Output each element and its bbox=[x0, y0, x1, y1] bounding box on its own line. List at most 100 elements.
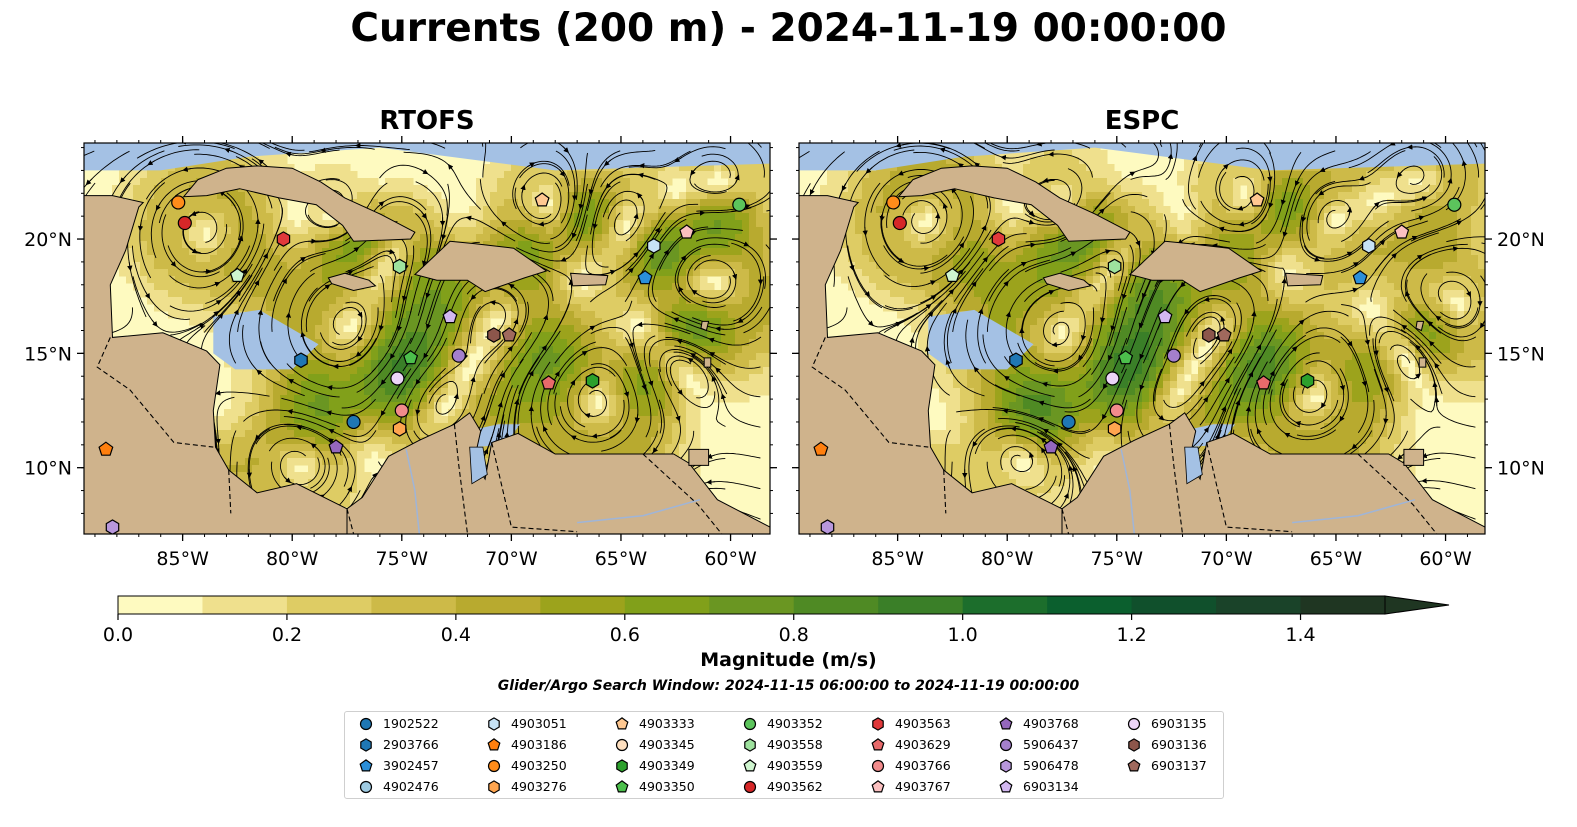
float-marker-4903352[interactable] bbox=[1447, 197, 1462, 212]
streamline-arrow bbox=[1167, 153, 1174, 163]
float-marker-3902457[interactable] bbox=[1352, 270, 1368, 285]
float-marker-6903136[interactable] bbox=[1202, 327, 1216, 343]
streamline-arrow bbox=[1005, 311, 1011, 321]
streamline-arrow bbox=[787, 257, 792, 261]
float-marker-6903134[interactable] bbox=[442, 308, 458, 324]
float-marker-4903350[interactable] bbox=[403, 350, 419, 365]
float-marker-4903559[interactable] bbox=[944, 267, 960, 282]
float-marker-4903559[interactable] bbox=[229, 267, 245, 282]
float-marker-4903051[interactable] bbox=[647, 238, 661, 254]
legend-marker-4903276[interactable] bbox=[488, 780, 500, 794]
legend-marker-4903352[interactable] bbox=[743, 717, 757, 731]
float-marker-4903767[interactable] bbox=[679, 224, 695, 239]
legend-marker-4903558[interactable] bbox=[744, 738, 756, 752]
streamline-arrow bbox=[489, 300, 499, 306]
float-marker-4903333[interactable] bbox=[534, 192, 550, 207]
legend-marker-4903250[interactable] bbox=[487, 759, 501, 773]
float-marker-4903276[interactable] bbox=[1107, 421, 1122, 437]
float-marker-4903563[interactable] bbox=[276, 231, 291, 247]
legend-marker-6903136[interactable] bbox=[1128, 738, 1140, 752]
map-panel-rtofs[interactable]: 85°W 80°W 75°W 70°W 65°W 60°W 10°N 15°N 20°N bbox=[0, 108, 815, 582]
float-marker-4903768[interactable] bbox=[328, 439, 344, 454]
float-marker-1902522[interactable] bbox=[346, 414, 361, 430]
legend-marker-4903559[interactable] bbox=[743, 759, 757, 772]
legend-marker-4903766[interactable] bbox=[871, 759, 885, 773]
float-marker-5906478[interactable] bbox=[820, 519, 835, 534]
streamline-arrow bbox=[1027, 209, 1035, 217]
float-marker-4903349[interactable] bbox=[585, 373, 600, 389]
colorbar-tick-label: 1.2 bbox=[1116, 624, 1146, 646]
streamline-arrow bbox=[849, 262, 855, 271]
legend-marker-1902522[interactable] bbox=[359, 717, 373, 731]
float-marker-4903767[interactable] bbox=[1394, 224, 1410, 239]
float-marker-5906478[interactable] bbox=[105, 519, 120, 534]
streamline-arrow bbox=[50, 406, 55, 409]
country-border bbox=[1168, 424, 1184, 534]
float-marker-4903629[interactable] bbox=[541, 375, 557, 390]
legend-marker-4903350[interactable] bbox=[615, 780, 629, 793]
float-marker-4903350[interactable] bbox=[1118, 350, 1134, 365]
float-marker-6903137[interactable] bbox=[501, 327, 517, 342]
float-marker-4903629[interactable] bbox=[1256, 375, 1272, 390]
streamline-arrow bbox=[736, 136, 742, 139]
lat-tick-label: 10°N bbox=[24, 458, 72, 480]
map-panel-espc[interactable]: 85°W 80°W 75°W 70°W 65°W 60°W 10°N 15°N 20°N bbox=[713, 82, 1545, 591]
float-marker-5906437[interactable] bbox=[451, 348, 466, 363]
streamline-arrow bbox=[603, 159, 611, 166]
float-marker-4903562[interactable] bbox=[177, 215, 192, 231]
float-marker-6903135[interactable] bbox=[390, 371, 405, 386]
float-marker-6903134[interactable] bbox=[1157, 308, 1173, 324]
legend-marker-4903345[interactable] bbox=[615, 738, 629, 752]
float-marker-4903562[interactable] bbox=[892, 215, 907, 231]
float-marker-6903136[interactable] bbox=[487, 327, 501, 343]
legend-marker-2903766[interactable] bbox=[360, 738, 372, 752]
legend-marker-4903767[interactable] bbox=[871, 780, 885, 793]
float-marker-6903135[interactable] bbox=[1105, 371, 1120, 386]
streamline-arrow bbox=[283, 476, 291, 484]
streamline-arrow bbox=[731, 271, 738, 280]
legend-marker-4903333[interactable] bbox=[615, 717, 629, 730]
streamline-arrow bbox=[1202, 396, 1209, 405]
legend-label: 6903136 bbox=[1151, 737, 1207, 752]
streamline-arrow bbox=[1421, 453, 1431, 459]
float-marker-4903186[interactable] bbox=[813, 441, 829, 456]
float-marker-6903137[interactable] bbox=[1216, 327, 1232, 342]
float-marker-4903766[interactable] bbox=[1109, 403, 1124, 418]
legend-marker-6903137[interactable] bbox=[1127, 759, 1141, 772]
legend-marker-6903135[interactable] bbox=[1127, 717, 1141, 731]
float-marker-2903766[interactable] bbox=[294, 352, 308, 369]
float-marker-4903186[interactable] bbox=[98, 441, 114, 456]
legend-marker-4903051[interactable] bbox=[488, 717, 500, 731]
legend-marker-4903629[interactable] bbox=[871, 738, 885, 751]
legend-marker-4903768[interactable] bbox=[999, 717, 1013, 730]
float-marker-4903563[interactable] bbox=[991, 231, 1006, 247]
float-marker-4903051[interactable] bbox=[1362, 238, 1376, 254]
legend-marker-4903186[interactable] bbox=[487, 738, 501, 751]
legend-marker-4903563[interactable] bbox=[872, 717, 884, 731]
float-marker-4903250[interactable] bbox=[886, 195, 901, 210]
streamline-arrow bbox=[508, 283, 517, 290]
legend-marker-4902476[interactable] bbox=[359, 780, 373, 794]
float-marker-4903766[interactable] bbox=[394, 403, 409, 418]
colorbar-tick-label: 0.0 bbox=[103, 624, 133, 646]
float-marker-4903558[interactable] bbox=[1107, 258, 1122, 275]
float-marker-2903766[interactable] bbox=[1009, 352, 1023, 369]
float-marker-4903352[interactable] bbox=[732, 197, 747, 212]
legend-marker-4903562[interactable] bbox=[743, 780, 757, 794]
land-antilles-2 bbox=[703, 357, 712, 368]
float-marker-4903250[interactable] bbox=[171, 195, 186, 210]
legend-marker-6903134[interactable] bbox=[999, 780, 1013, 793]
float-marker-4903558[interactable] bbox=[392, 258, 407, 275]
float-marker-4903349[interactable] bbox=[1300, 373, 1315, 389]
float-marker-1902522[interactable] bbox=[1061, 414, 1076, 430]
float-marker-4903276[interactable] bbox=[392, 421, 407, 437]
streamline-arrow bbox=[180, 143, 187, 145]
float-marker-4903768[interactable] bbox=[1043, 439, 1059, 454]
legend-marker-5906478[interactable] bbox=[1000, 759, 1012, 773]
float-marker-4903333[interactable] bbox=[1249, 192, 1265, 207]
legend-marker-5906437[interactable] bbox=[999, 738, 1013, 752]
float-marker-5906437[interactable] bbox=[1166, 348, 1181, 363]
float-marker-3902457[interactable] bbox=[637, 270, 653, 285]
legend-marker-3902457[interactable] bbox=[359, 759, 373, 772]
legend-marker-4903349[interactable] bbox=[616, 759, 628, 773]
